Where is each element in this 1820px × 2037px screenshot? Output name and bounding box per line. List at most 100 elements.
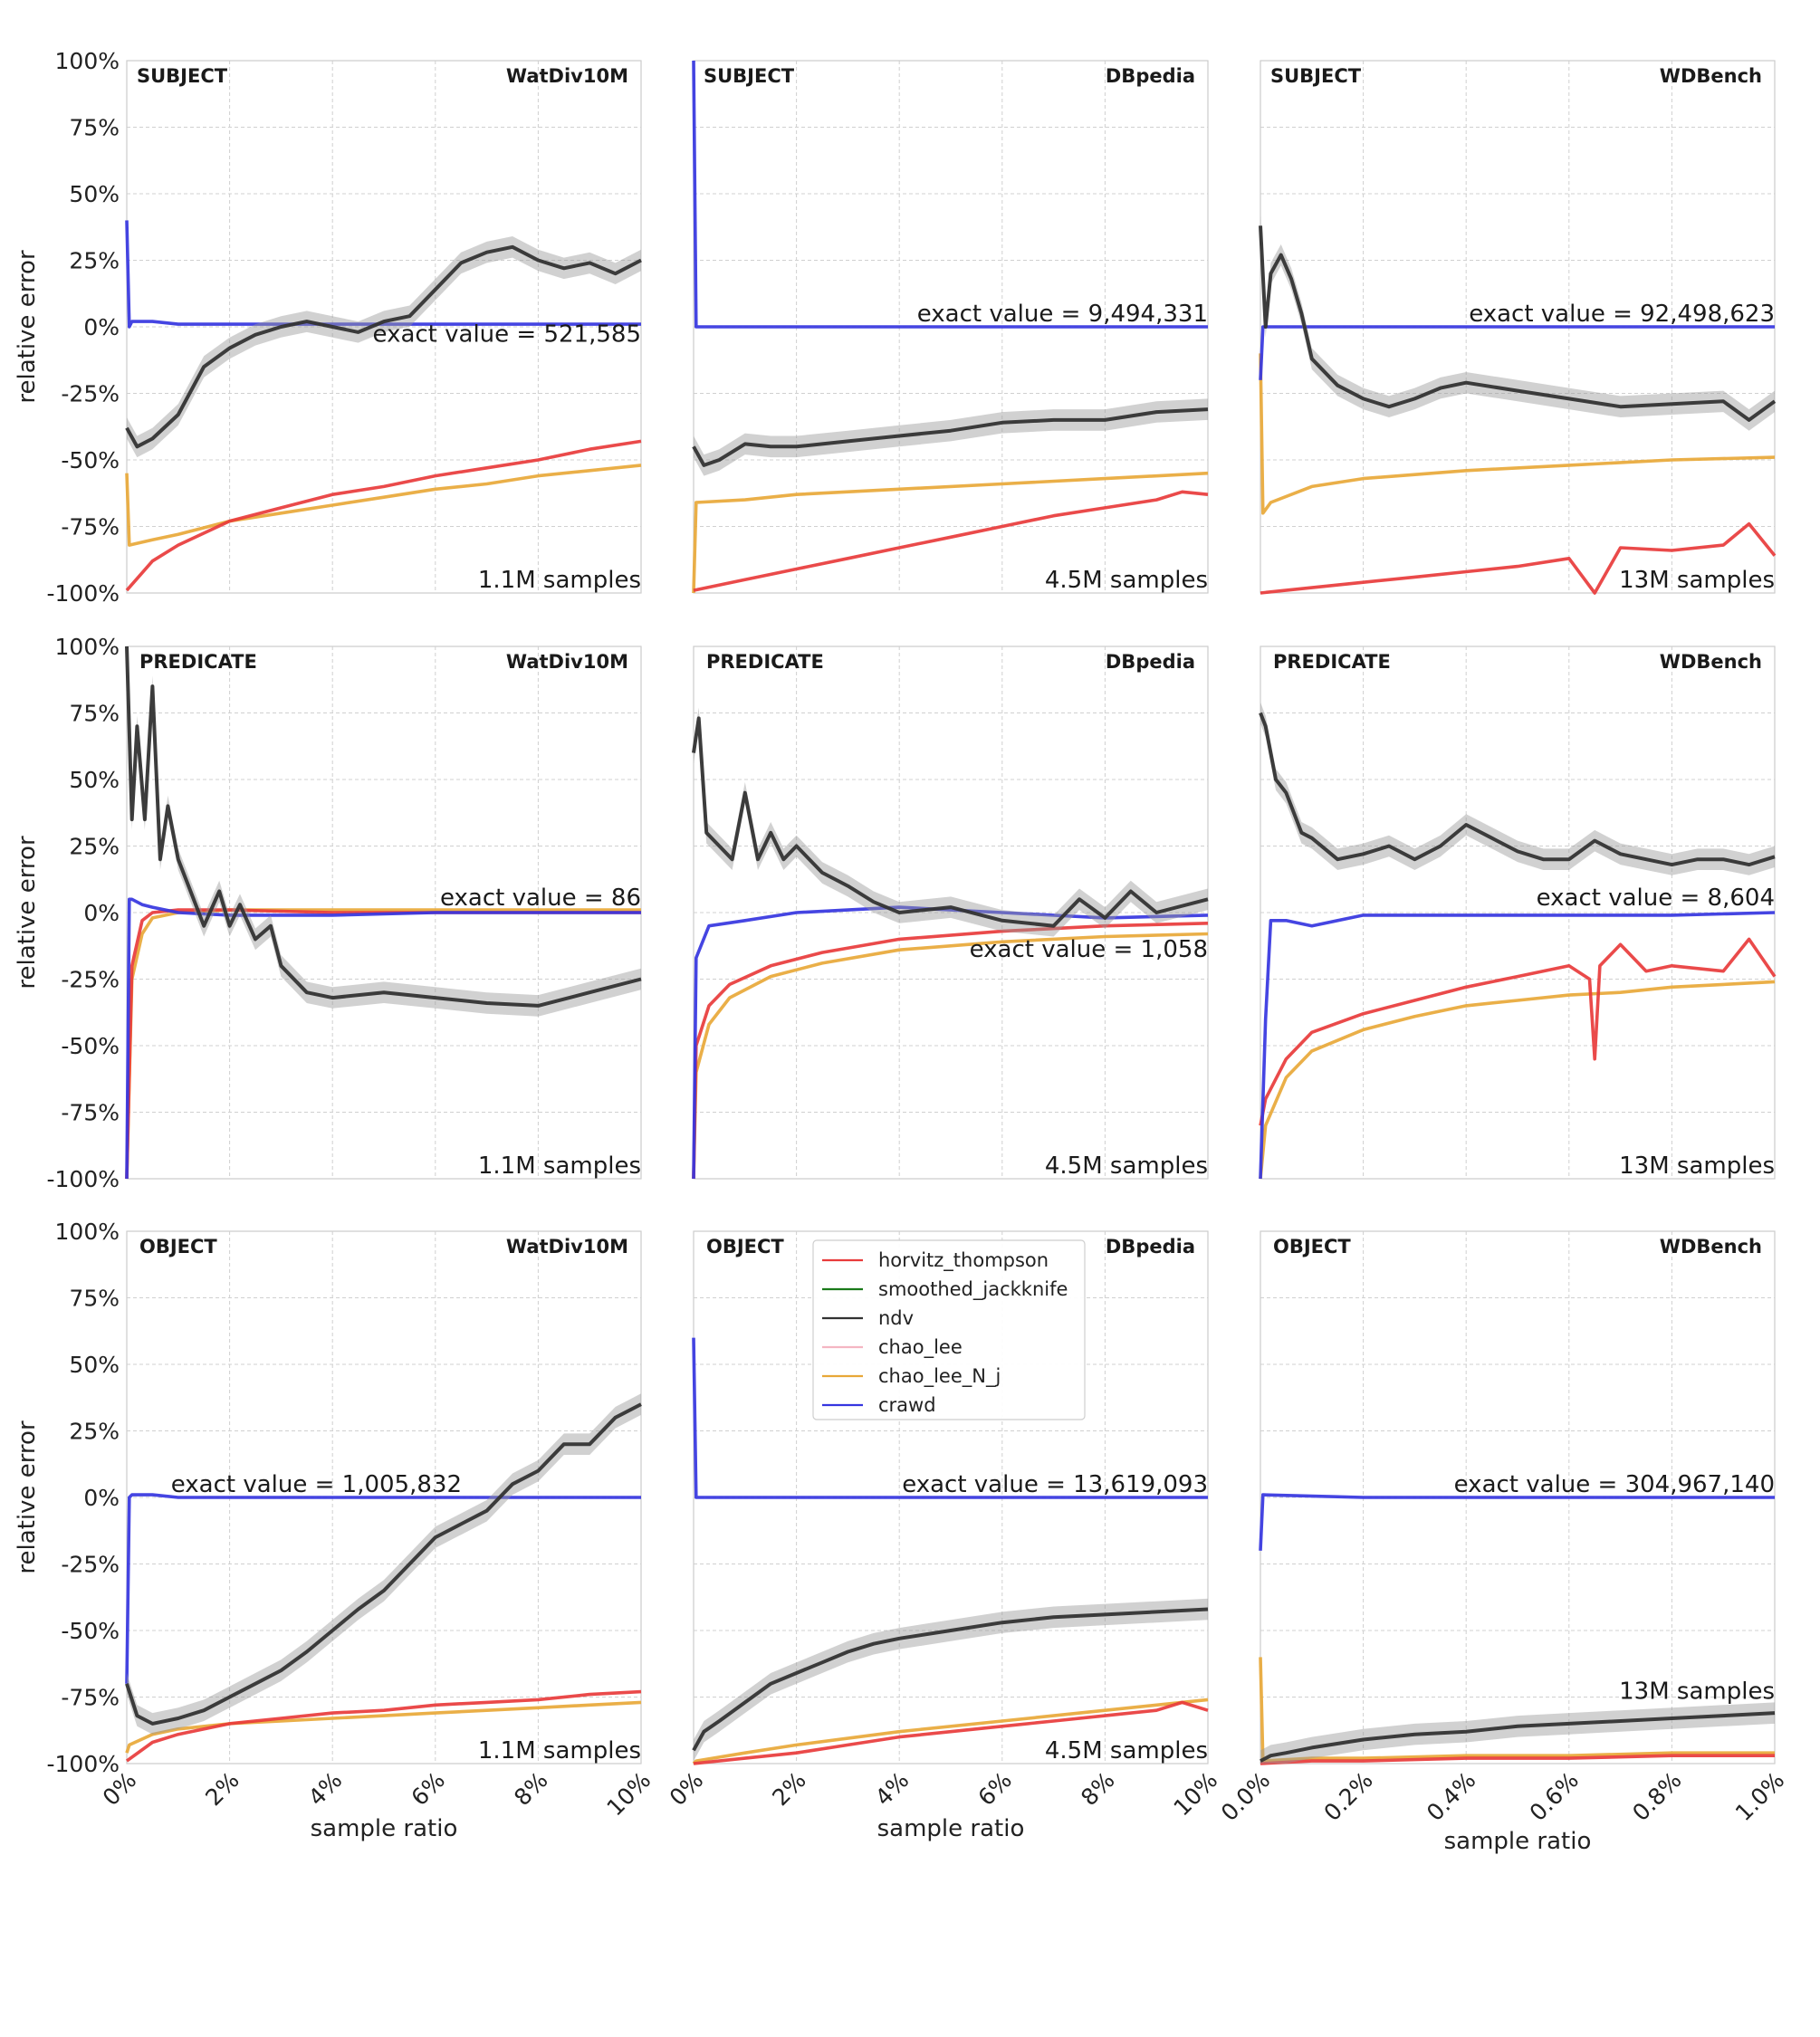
series-line-crawd [125, 1493, 641, 1684]
x-tick-label: 2% [767, 1767, 811, 1812]
y-tick-label: -50% [61, 447, 120, 473]
dataset-label: DBpedia [1106, 65, 1195, 87]
series-line-ndv [692, 716, 1209, 928]
legend-label: smoothed_jackknife [878, 1278, 1068, 1301]
legend-box [812, 1239, 1086, 1420]
series-line-chao-lee-N-j [1259, 980, 1776, 1180]
y-tick-label: -75% [61, 1100, 120, 1126]
series-line-crawd [1259, 325, 1775, 380]
series-line-chao-lee-N-j [692, 932, 1209, 1180]
x-tick-label: 1.0% [1730, 1767, 1789, 1826]
x-tick-label: 0.2% [1318, 1767, 1377, 1826]
x-tick-label: 4% [303, 1767, 348, 1812]
series-line-chao-lee-N-j [692, 1698, 1209, 1765]
y-tick-label: 100% [55, 634, 120, 660]
row-label: OBJECT [139, 1236, 217, 1258]
ndv-confidence-band [1260, 215, 1775, 431]
y-tick-label: 75% [69, 115, 120, 141]
samples-annotation: 4.5M samples [1045, 567, 1208, 594]
x-tick-label: 0.8% [1627, 1767, 1686, 1826]
x-tick-label: 2% [200, 1767, 244, 1812]
x-tick-label: 6% [406, 1767, 450, 1812]
panel-object-dbpedia: 0% 2% 4% 6% 8% 10% sample ratio OBJECT DBpedia ex… [665, 1230, 1222, 1842]
x-tick-label: 0.4% [1422, 1767, 1480, 1826]
series-line-horvitz-thompson [125, 1689, 642, 1763]
x-axis-label: sample ratio [311, 1815, 458, 1842]
x-tick-label: 4% [870, 1767, 915, 1812]
panel-object-wdbench: 0.0% 0.2% 0.4% 0.6% 0.8% 1.0% sample ratio OBJE… [1216, 1230, 1789, 1855]
y-tick-label: -100% [47, 1751, 120, 1777]
y-tick-label: 50% [69, 1352, 120, 1378]
exact-value-annotation: exact value = 521,585 [373, 321, 641, 349]
samples-annotation: 1.1M samples [478, 1737, 641, 1764]
series-line-ndv [692, 1607, 1209, 1752]
y-tick-label: 50% [69, 767, 120, 793]
y-tick-label: -25% [61, 1552, 120, 1578]
panel-subject-dbpedia: SUBJECT DBpedia exact value = 9,494,331 4.5… [692, 60, 1209, 594]
exact-value-annotation: exact value = 92,498,623 [1469, 301, 1775, 328]
legend-label: chao_lee [878, 1336, 963, 1359]
y-tick-label: 0% [83, 1485, 120, 1511]
y-tick-label: -25% [61, 381, 120, 407]
panel-subject-watdiv10m: 100% 75% 50% 25% 0% -25% -50% -75% -100% relative… [14, 48, 642, 607]
dataset-label: WatDiv10M [506, 1236, 628, 1258]
ndv-confidence-band [127, 1393, 641, 1735]
y-tick-label: -25% [61, 967, 120, 993]
x-tick-label: 10% [601, 1767, 656, 1822]
legend-label: crawd [878, 1394, 936, 1416]
samples-annotation: 1.1M samples [478, 567, 641, 594]
panel-predicate-dbpedia: PREDICATE DBpedia exact value = 1,058 4.5M … [692, 646, 1209, 1180]
y-tick-label: 25% [69, 248, 120, 274]
dataset-label: DBpedia [1106, 651, 1195, 673]
series-line-horvitz-thompson [692, 922, 1209, 1180]
dataset-label: WDBench [1660, 651, 1762, 673]
series-line-horvitz-thompson [1260, 1754, 1775, 1765]
series-line-horvitz-thompson [1259, 937, 1777, 1126]
y-tick-label: 0% [83, 314, 120, 340]
row-label: OBJECT [1273, 1236, 1351, 1258]
y-axis-label: relative error [14, 836, 41, 990]
series-line-horvitz-thompson [693, 490, 1209, 592]
y-axis-label: relative error [14, 250, 41, 404]
exact-value-annotation: exact value = 304,967,140 [1454, 1471, 1775, 1498]
y-tick-label: -100% [47, 1166, 120, 1192]
series-line-crawd [692, 905, 1209, 1180]
y-tick-label: 50% [69, 181, 120, 207]
series-line-chao-lee-N-j [1259, 1657, 1775, 1763]
exact-value-annotation: exact value = 1,005,832 [171, 1471, 462, 1498]
series-line-ndv [125, 1402, 642, 1726]
series-line-ndv [125, 244, 642, 449]
y-tick-label: 75% [69, 1286, 120, 1312]
row-label: SUBJECT [704, 65, 795, 87]
series-line-crawd [1259, 1493, 1775, 1551]
dataset-label: WatDiv10M [506, 651, 628, 673]
y-tick-label: -75% [61, 514, 120, 540]
y-tick-label: 75% [69, 701, 120, 727]
dataset-label: WatDiv10M [506, 65, 628, 87]
dataset-label: WDBench [1660, 1236, 1762, 1258]
series-line-horvitz-thompson [125, 439, 642, 592]
series-line-chao-lee-N-j [692, 471, 1209, 594]
x-tick-label: 0.0% [1216, 1767, 1275, 1826]
row-label: PREDICATE [706, 651, 824, 673]
panel-object-watdiv10m: 100% 75% 50% 25% 0% -25% -50% -75% -100% relative… [14, 1219, 656, 1842]
ndv-confidence-band [694, 707, 1208, 937]
legend-label: ndv [878, 1307, 914, 1329]
series-line-crawd [1259, 911, 1776, 1180]
samples-annotation: 4.5M samples [1045, 1737, 1208, 1764]
x-axis-label: sample ratio [1444, 1828, 1592, 1855]
exact-value-annotation: exact value = 86 [440, 885, 641, 912]
x-tick-label: 0.6% [1525, 1767, 1584, 1826]
samples-annotation: 1.1M samples [478, 1152, 641, 1180]
y-tick-label: -100% [47, 580, 120, 607]
exact-value-annotation: exact value = 1,058 [970, 936, 1208, 963]
series-line-horvitz-thompson [1260, 521, 1777, 595]
row-label: SUBJECT [137, 65, 228, 87]
exact-value-annotation: exact value = 8,604 [1537, 885, 1775, 912]
ndv-confidence-band [1260, 1702, 1775, 1764]
ndv-confidence-band [694, 398, 1208, 476]
legend-label: chao_lee_N_j [878, 1365, 1001, 1388]
series-line-ndv [1260, 1711, 1776, 1763]
